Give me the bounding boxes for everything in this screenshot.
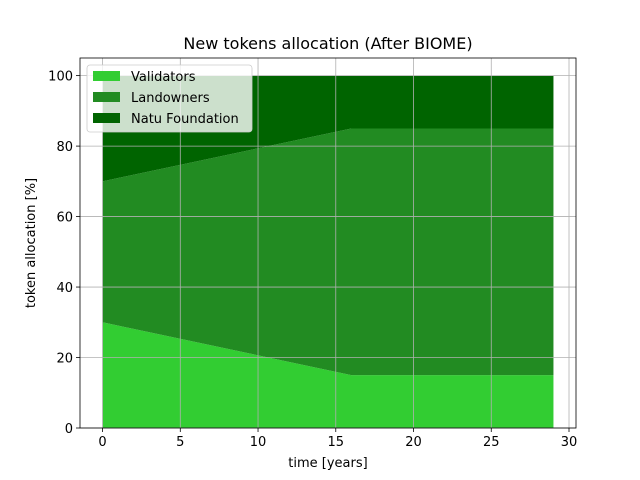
area-0: [102, 322, 554, 428]
y-axis-label: token allocation [%]: [24, 178, 39, 308]
chart-title: New tokens allocation (After BIOME): [183, 34, 472, 53]
x-axis-ticks: 0 5 10 15 20 25 30: [98, 428, 577, 450]
legend-swatch-2: [93, 113, 120, 123]
legend-label-1: Landowners: [131, 91, 210, 106]
y-tick-label-4: 80: [56, 140, 73, 155]
legend-label-0: Validators: [131, 70, 196, 85]
y-tick-label-1: 20: [56, 352, 73, 367]
legend-swatch-1: [93, 92, 120, 102]
x-tick-label-6: 30: [561, 435, 578, 450]
y-tick-label-0: 0: [65, 422, 73, 437]
legend-label-2: Natu Foundation: [131, 112, 239, 127]
legend: Validators Landowners Natu Foundation: [86, 64, 253, 133]
area-1: [102, 128, 554, 376]
x-tick-label-3: 15: [328, 435, 345, 450]
y-tick-label-3: 60: [56, 211, 73, 226]
x-tick-label-2: 10: [250, 435, 267, 450]
legend-box: [86, 64, 253, 133]
x-axis-label: time [years]: [288, 456, 367, 471]
area-series-group: [102, 75, 554, 428]
y-axis-ticks: 0 20 40 60 80 100: [48, 70, 80, 437]
plot-frame: [79, 57, 577, 429]
x-tick-label-0: 0: [98, 435, 106, 450]
x-tick-label-1: 5: [176, 435, 184, 450]
legend-swatch-0: [93, 71, 120, 81]
x-tick-label-4: 20: [405, 435, 422, 450]
y-tick-label-2: 40: [56, 281, 73, 296]
y-tick-label-5: 100: [48, 70, 73, 85]
x-tick-label-5: 25: [483, 435, 500, 450]
